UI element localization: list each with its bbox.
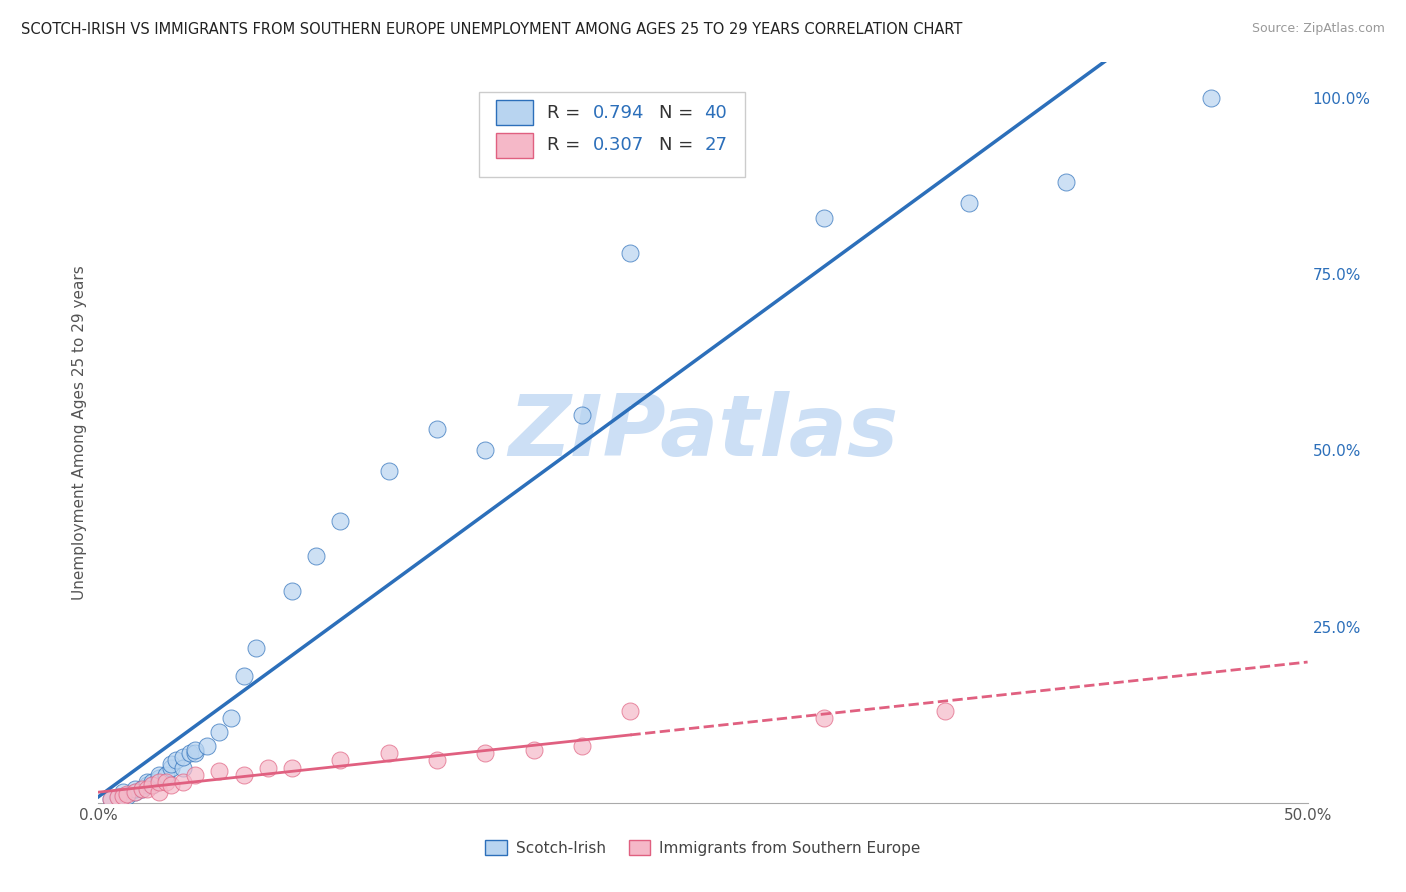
FancyBboxPatch shape — [496, 133, 533, 158]
Point — [184, 743, 207, 757]
Point — [124, 781, 146, 796]
Point — [232, 767, 254, 781]
Text: Source: ZipAtlas.com: Source: ZipAtlas.com — [1251, 22, 1385, 36]
Point — [160, 760, 183, 774]
Point — [172, 774, 194, 789]
Point — [329, 514, 352, 528]
Point — [256, 760, 278, 774]
Point — [813, 211, 835, 225]
Point — [131, 781, 153, 796]
Point — [111, 785, 134, 799]
Text: SCOTCH-IRISH VS IMMIGRANTS FROM SOUTHERN EUROPE UNEMPLOYMENT AMONG AGES 25 TO 29: SCOTCH-IRISH VS IMMIGRANTS FROM SOUTHERN… — [21, 22, 963, 37]
Point — [571, 408, 593, 422]
Text: N =: N = — [659, 103, 699, 122]
Point — [135, 781, 157, 796]
Point — [281, 760, 304, 774]
Point — [135, 778, 157, 792]
Text: 0.794: 0.794 — [593, 103, 644, 122]
Point — [329, 754, 352, 768]
Point — [474, 747, 496, 761]
Point — [160, 778, 183, 792]
Point — [155, 767, 177, 781]
Point — [208, 725, 231, 739]
Y-axis label: Unemployment Among Ages 25 to 29 years: Unemployment Among Ages 25 to 29 years — [72, 265, 87, 600]
Point — [934, 704, 956, 718]
Point — [131, 781, 153, 796]
Point — [148, 767, 170, 781]
Point — [184, 747, 207, 761]
Text: 40: 40 — [704, 103, 727, 122]
Point — [232, 669, 254, 683]
Point — [523, 743, 546, 757]
Point — [426, 754, 449, 768]
Point — [172, 760, 194, 774]
Point — [474, 443, 496, 458]
Point — [107, 790, 129, 805]
Text: 27: 27 — [704, 136, 727, 154]
Point — [208, 764, 231, 778]
Legend: Scotch-Irish, Immigrants from Southern Europe: Scotch-Irish, Immigrants from Southern E… — [479, 834, 927, 862]
Point — [135, 774, 157, 789]
Text: R =: R = — [547, 136, 586, 154]
Point — [155, 774, 177, 789]
Point — [281, 584, 304, 599]
Text: R =: R = — [547, 103, 586, 122]
Point — [184, 767, 207, 781]
Point — [195, 739, 218, 754]
Text: ZIPatlas: ZIPatlas — [508, 391, 898, 475]
Point — [100, 792, 122, 806]
Point — [957, 196, 980, 211]
Point — [179, 747, 201, 761]
Point — [813, 711, 835, 725]
Text: 0.307: 0.307 — [593, 136, 644, 154]
Text: N =: N = — [659, 136, 699, 154]
Point — [305, 549, 328, 563]
Point — [148, 771, 170, 785]
Point — [100, 792, 122, 806]
Point — [172, 750, 194, 764]
Point — [111, 789, 134, 803]
FancyBboxPatch shape — [479, 92, 745, 178]
Point — [221, 711, 243, 725]
Point — [124, 785, 146, 799]
Point — [377, 464, 399, 478]
Point — [619, 704, 641, 718]
Point — [148, 774, 170, 789]
Point — [148, 785, 170, 799]
Point — [124, 785, 146, 799]
Point — [426, 422, 449, 436]
Point — [141, 778, 163, 792]
Point — [165, 754, 187, 768]
Point — [160, 757, 183, 772]
Point — [1054, 175, 1077, 189]
Point — [107, 790, 129, 805]
Point — [117, 789, 139, 803]
Point — [117, 788, 139, 802]
Point — [377, 747, 399, 761]
Point — [141, 774, 163, 789]
Point — [571, 739, 593, 754]
FancyBboxPatch shape — [496, 100, 533, 126]
Point — [141, 778, 163, 792]
Point — [245, 640, 267, 655]
Point — [619, 245, 641, 260]
Point — [1199, 91, 1222, 105]
Point — [111, 789, 134, 803]
